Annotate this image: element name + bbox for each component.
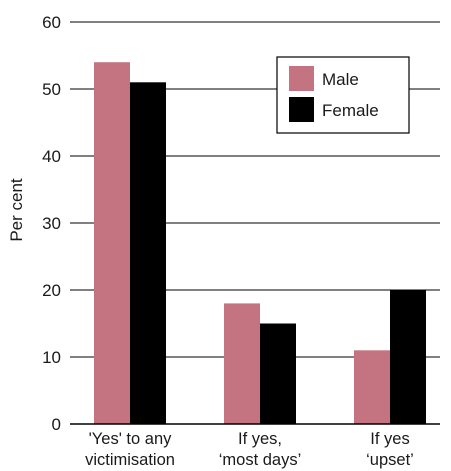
legend-swatch-female (289, 97, 314, 122)
x-category-label: ‘most days’ (219, 451, 302, 469)
x-category-label: If yes, (238, 430, 282, 448)
legend-label-female: Female (322, 101, 379, 120)
y-tick-label: 10 (42, 348, 61, 367)
y-tick-label: 20 (42, 281, 61, 300)
bar-female-1 (260, 323, 296, 424)
y-tick-labels: 0 10 20 30 40 50 60 (42, 13, 61, 434)
y-tick-label: 40 (42, 147, 61, 166)
x-category-label: ‘upset’ (366, 451, 414, 469)
y-tick-label: 30 (42, 214, 61, 233)
bar-male-1 (224, 303, 260, 424)
bars (94, 62, 426, 425)
y-tick-label: 50 (42, 80, 61, 99)
bar-female-2 (390, 290, 426, 424)
y-axis-title: Per cent (7, 178, 26, 242)
x-category-label: victimisation (85, 451, 175, 469)
x-category-labels: 'Yes' to any victimisation If yes, ‘most da… (85, 430, 414, 469)
bar-male-0 (94, 62, 130, 424)
x-category-label: If yes (370, 430, 409, 448)
x-category-label: 'Yes' to any (89, 430, 172, 448)
y-tick-label: 0 (52, 415, 61, 434)
legend-swatch-male (289, 66, 314, 91)
legend: Male Female (276, 56, 410, 134)
legend-label-male: Male (322, 70, 359, 89)
bar-female-0 (130, 82, 166, 425)
bar-male-2 (354, 350, 390, 424)
y-tick-label: 60 (42, 13, 61, 32)
